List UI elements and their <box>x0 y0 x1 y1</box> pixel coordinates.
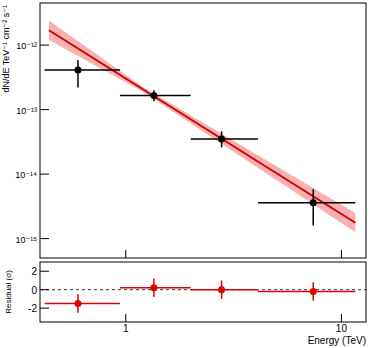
y-tick <box>40 174 49 175</box>
data-point <box>218 136 225 143</box>
y-tick <box>40 289 49 290</box>
data-point <box>74 67 81 74</box>
plot-background <box>40 262 366 322</box>
plot-area <box>45 21 356 233</box>
x-tick <box>125 250 126 258</box>
y-tick <box>40 45 49 46</box>
x-error-bar <box>258 202 355 204</box>
data-point <box>74 300 81 307</box>
y-tick-label: 0 <box>31 285 37 296</box>
plot-frame <box>40 262 366 322</box>
y-axis-title: Residual (σ) <box>4 270 13 314</box>
y-tick <box>40 308 49 309</box>
y-error-bar <box>77 60 79 88</box>
x-tick <box>125 314 126 322</box>
y-tick <box>40 109 49 110</box>
x-tick-label: 1 <box>123 323 129 334</box>
fit-line <box>49 30 355 222</box>
y-error-bar <box>312 189 314 225</box>
y-axis-title: dN/dE TeV⁻¹ cm⁻² s⁻¹ <box>1 5 11 93</box>
baseline <box>40 289 366 290</box>
plot-area <box>40 279 366 313</box>
y-tick-label: 10⁻¹⁵ <box>16 235 38 245</box>
x-tick <box>341 314 342 322</box>
data-point <box>150 92 157 99</box>
x-error-bar <box>45 69 120 71</box>
plot-background <box>40 3 366 258</box>
y-tick <box>40 271 49 272</box>
error-band <box>49 21 355 233</box>
plot-frame <box>40 3 366 258</box>
y-tick <box>40 238 49 239</box>
data-point <box>218 286 225 293</box>
y-tick-label: 10⁻¹³ <box>16 106 37 116</box>
data-point <box>310 199 317 206</box>
chart: 10⁻¹⁵ 10⁻¹⁴ 10⁻¹³ 10⁻¹² dN/dE TeV⁻¹ cm⁻² s⁻¹… <box>0 0 371 348</box>
y-tick-label: 2 <box>31 266 37 277</box>
y-tick-label: -2 <box>28 303 37 314</box>
y-tick-label: 10⁻¹⁴ <box>15 170 37 180</box>
data-point <box>310 288 317 295</box>
y-tick-label: 10⁻¹² <box>16 41 37 51</box>
x-tick <box>341 250 342 258</box>
x-error-bar <box>258 291 355 293</box>
x-error-bar <box>45 303 120 305</box>
data-point <box>150 284 157 291</box>
x-axis-title: Energy (TeV) <box>308 335 366 346</box>
x-tick-label: 10 <box>336 323 348 334</box>
